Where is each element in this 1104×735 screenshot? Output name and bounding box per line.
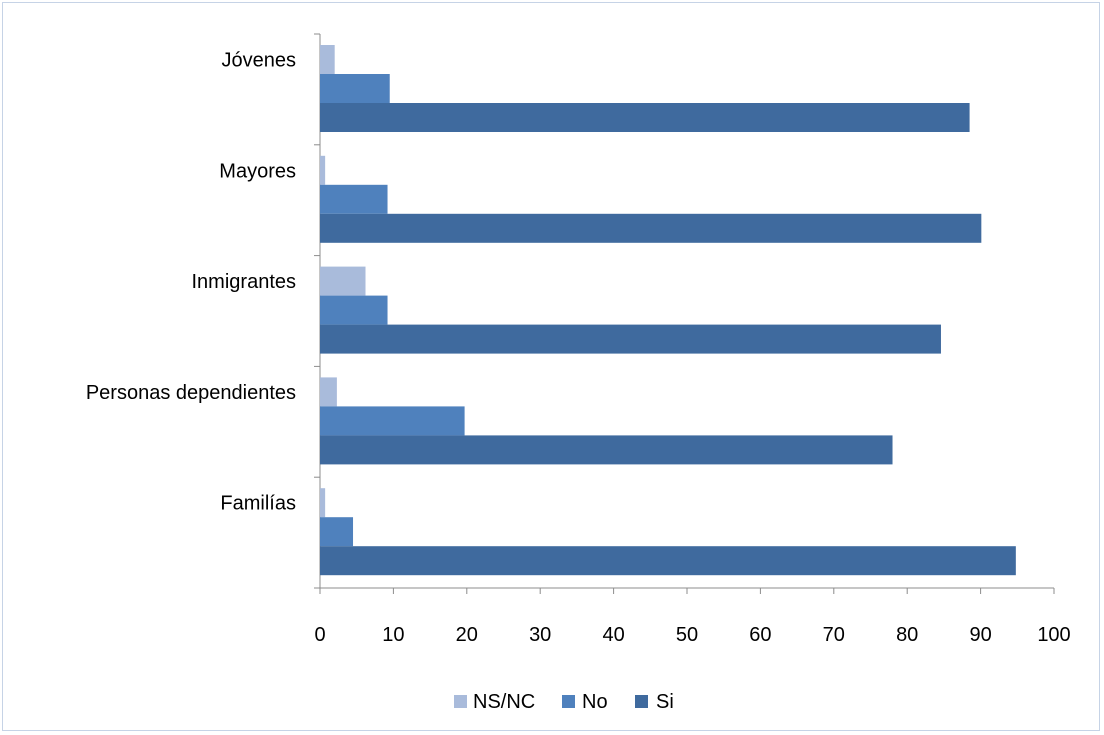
- x-tick-label: 20: [456, 624, 478, 646]
- bar-si-4: [320, 546, 1016, 576]
- x-tick-label: 100: [1037, 624, 1070, 646]
- x-tick-label: 70: [823, 624, 845, 646]
- bar-no-2: [320, 295, 388, 325]
- legend-swatch-ns-nc: [454, 695, 467, 708]
- x-tick-label: 50: [676, 624, 698, 646]
- x-tick-label: 40: [602, 624, 624, 646]
- x-tick-label: 80: [896, 624, 918, 646]
- bar-no-0: [320, 74, 390, 103]
- bar-ns-nc-2: [320, 266, 366, 296]
- legend-swatch-no: [562, 695, 575, 708]
- bar-no-3: [320, 406, 465, 436]
- bar-si-3: [320, 435, 893, 465]
- bar-ns-nc-4: [320, 488, 326, 518]
- category-label: Familías: [220, 493, 296, 515]
- category-label: Personas dependientes: [86, 382, 296, 404]
- bar-no-1: [320, 184, 388, 214]
- chart-legend: NS/NC No Si: [454, 691, 674, 713]
- bar-si-1: [320, 213, 982, 243]
- x-tick-labels: 0 10 20 30 40 50 60 70 80 90 100: [314, 588, 1071, 646]
- legend-label-si: Si: [656, 691, 674, 713]
- bar-si-2: [320, 324, 941, 354]
- x-tick-label: 10: [382, 624, 404, 646]
- bar-si-0: [320, 103, 970, 132]
- legend-label-ns-nc: NS/NC: [473, 691, 535, 713]
- category-label: Inmigrantes: [192, 271, 297, 293]
- x-tick-label: 60: [749, 624, 771, 646]
- bar-ns-nc-0: [320, 45, 335, 74]
- category-labels: Jóvenes Mayores Inmigrantes Personas depend…: [86, 50, 296, 515]
- bar-no-4: [320, 517, 354, 547]
- x-tick-label: 0: [314, 624, 325, 646]
- chart-bars: [320, 45, 1016, 576]
- category-label: Mayores: [219, 160, 296, 182]
- category-label: Jóvenes: [222, 50, 297, 72]
- bar-ns-nc-3: [320, 377, 337, 407]
- legend-label-no: No: [582, 691, 608, 713]
- legend-swatch-si: [635, 695, 648, 708]
- bar-ns-nc-1: [320, 155, 326, 185]
- x-tick-label: 30: [529, 624, 551, 646]
- x-tick-label: 90: [969, 624, 991, 646]
